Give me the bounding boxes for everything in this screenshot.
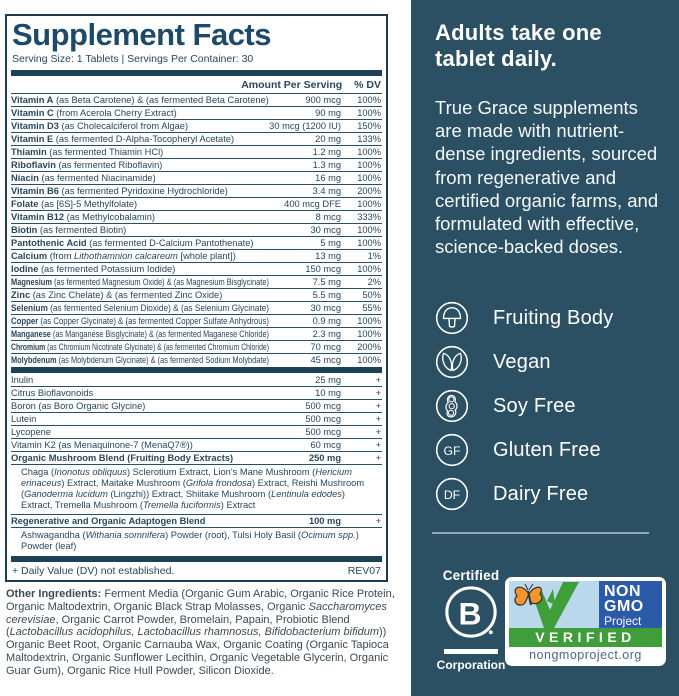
dv-footnote: + Daily Value (DV) not established. bbox=[12, 565, 175, 577]
blend-description: Chaga (Inonotus obliquus) Sclerotium Ext… bbox=[11, 464, 382, 514]
facts-row: Citrus Bioflavonoids 10 mg + bbox=[11, 386, 382, 398]
vegan-leaves-icon bbox=[435, 345, 469, 379]
supplement-facts-panel: Supplement Facts Serving Size: 1 Tablets… bbox=[5, 14, 388, 582]
gluten-free-icon: GF bbox=[435, 433, 469, 467]
facts-row: Iodine (as fermented Potassium Iodide) 15… bbox=[11, 262, 382, 274]
other-ingredients-text: Ferment Media (Organic Gum Arabic, Organ… bbox=[6, 588, 395, 677]
bcorp-circle-logo: B bbox=[445, 586, 497, 638]
facts-row: Pantothenic Acid (as fermented D-Calcium… bbox=[11, 236, 382, 248]
svg-text:B: B bbox=[459, 595, 482, 631]
non-gmo-blue-panel: NON GMO Project bbox=[599, 581, 662, 628]
facts-row: Vitamin A (as Beta Carotene) & (as ferme… bbox=[11, 93, 382, 105]
brand-description: True Grace supplements are made with nut… bbox=[435, 97, 659, 258]
facts-row: Vitamin D3 (as Cholecalciferol from Alga… bbox=[11, 119, 382, 131]
facts-row: Folate (as [6S]-5 Methylfolate) 400 mcg D… bbox=[11, 197, 382, 209]
facts-row: Magnesium (as fermented Magnesium Oxide)… bbox=[11, 275, 382, 287]
non-gmo-sky-panel bbox=[509, 581, 599, 628]
facts-row: Selenium (as fermented Selenium Dioxide)… bbox=[11, 301, 382, 313]
label-left-column: Supplement Facts Serving Size: 1 Tablets… bbox=[5, 14, 404, 678]
feature-label: Dairy Free bbox=[493, 482, 589, 505]
other-ingredients: Other Ingredients: Ferment Media (Organi… bbox=[6, 588, 404, 678]
feature-soy-free: Soy Free bbox=[435, 384, 665, 428]
dosage-heading: Adults take one tablet daily. bbox=[435, 20, 602, 71]
facts-row: Inulin 25 mg + bbox=[11, 375, 381, 385]
non-gmo-line2: GMO bbox=[604, 598, 644, 615]
serving-info: Serving Size: 1 Tablets | Servings Per C… bbox=[12, 53, 254, 65]
soybean-pod-icon bbox=[435, 389, 469, 423]
feature-label: Soy Free bbox=[493, 394, 576, 417]
facts-row: Calcium (from Lithothamnion calcareum [w… bbox=[11, 249, 382, 261]
facts-row: Vitamin B12 (as Methylcobalamin) 8 mcg 333… bbox=[11, 210, 382, 222]
facts-row: Organic Mushroom Blend (Fruiting Body Ex… bbox=[11, 451, 382, 463]
feature-list: Fruiting Body Vegan Soy Free GF bbox=[435, 296, 665, 516]
non-gmo-line1: NON bbox=[604, 583, 642, 600]
facts-row: Chromium (as Chromium Nicotinate Glycina… bbox=[11, 340, 382, 352]
facts-row: Copper (as Copper Glycinate) & (as ferme… bbox=[11, 314, 382, 326]
percent-dv-header: % DV bbox=[354, 79, 381, 91]
right-sidebar: Adults take one tablet daily. True Grace… bbox=[411, 0, 679, 696]
registered-mark-dot bbox=[488, 630, 493, 635]
non-gmo-badge: NON GMO Project VERIFIED nongmoproject.o… bbox=[505, 577, 666, 666]
feature-gluten-free: GF Gluten Free bbox=[435, 428, 665, 472]
facts-row: Boron (as Boro Organic Glycine) 500 mcg + bbox=[11, 399, 382, 411]
facts-row: Vitamin C (from Acerola Cherry Extract) 9… bbox=[11, 106, 382, 118]
dairy-free-icon: DF bbox=[435, 477, 469, 511]
facts-row: Zinc (as Zinc Chelate) & (as fermented Z… bbox=[11, 288, 382, 300]
facts-row: Lycopene 500 mcg + bbox=[11, 425, 382, 437]
non-gmo-url: nongmoproject.org bbox=[529, 648, 642, 662]
facts-row: Vitamin E (as fermented D-Alpha-Tocopher… bbox=[11, 132, 382, 144]
feature-fruiting-body: Fruiting Body bbox=[435, 296, 665, 340]
bcorp-certified-text: Certified bbox=[442, 568, 500, 583]
feature-label: Fruiting Body bbox=[493, 306, 614, 329]
feature-label: Gluten Free bbox=[493, 438, 601, 461]
facts-row: Molybdenum (as Molybdenum Glycinate) & (… bbox=[11, 353, 382, 365]
panel-title: Supplement Facts bbox=[12, 17, 272, 52]
facts-row: Manganese (as Manganese Bisglycinate) & … bbox=[11, 327, 382, 339]
nutrient-rows-other: Inulin 25 mg + Citrus Bioflavonoids 10 mg + Bo… bbox=[11, 374, 382, 451]
sidebar-divider bbox=[432, 532, 649, 534]
facts-row: Thiamin (as fermented Thiamin HCl) 1.2 mg… bbox=[11, 145, 382, 157]
facts-row: Vitamin K2 (as Menaquinone-7 (MenaQ7®)) 6… bbox=[11, 438, 382, 450]
nongmo-checkmark-butterfly-icon bbox=[514, 582, 579, 628]
facts-row: Riboflavin (as fermented Riboflavin) 1.3 … bbox=[11, 158, 382, 170]
column-headers: Amount Per Serving % DV bbox=[11, 77, 382, 93]
thick-divider-bar bbox=[11, 70, 382, 76]
facts-row: Lutein 500 mcg + bbox=[11, 412, 382, 424]
blend-rows: Organic Mushroom Blend (Fruiting Body Ex… bbox=[11, 451, 382, 555]
facts-row: Niacin (as fermented Niacinamide) 16 mg 10… bbox=[11, 171, 382, 183]
non-gmo-line3: Project bbox=[604, 614, 642, 628]
thick-divider-bar bbox=[11, 556, 382, 562]
bcorp-certification: Certified B Corporation bbox=[427, 568, 515, 672]
bcorp-corporation-text: Corporation bbox=[436, 657, 506, 672]
feature-dairy-free: DF Dairy Free bbox=[435, 472, 665, 516]
non-gmo-badge-top: NON GMO Project bbox=[509, 581, 662, 628]
amount-per-serving-header: Amount Per Serving bbox=[241, 79, 343, 91]
facts-row: Biotin (as fermented Biotin) 30 mcg 100% bbox=[11, 223, 382, 235]
thick-divider-bar bbox=[11, 367, 382, 373]
feature-label: Vegan bbox=[493, 350, 551, 373]
verified-band: VERIFIED bbox=[509, 628, 662, 647]
svg-text:GF: GF bbox=[443, 444, 460, 458]
nutrient-rows-main: Vitamin A (as Beta Carotene) & (as ferme… bbox=[11, 93, 382, 366]
revision-code: REV07 bbox=[347, 565, 381, 577]
bcorp-underline bbox=[444, 649, 498, 654]
footnote-row: + Daily Value (DV) not established. REV0… bbox=[11, 563, 382, 578]
facts-row: Vitamin B6 (as fermented Pyridoxine Hydr… bbox=[11, 184, 382, 196]
facts-row: Regenerative and Organic Adaptogen Blend… bbox=[11, 514, 382, 526]
other-ingredients-label: Other Ingredients: bbox=[6, 588, 102, 600]
svg-text:DF: DF bbox=[444, 488, 460, 502]
blend-description: Ashwagandha (Withania somnifera) Powder … bbox=[11, 527, 382, 555]
mushroom-icon bbox=[435, 301, 469, 335]
feature-vegan: Vegan bbox=[435, 340, 665, 384]
